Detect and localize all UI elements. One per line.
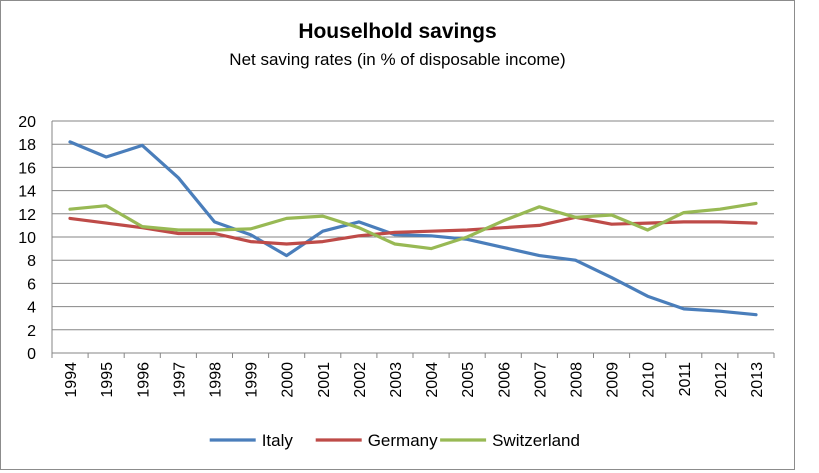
y-tick-label: 14 <box>18 184 36 201</box>
x-tick-label: 2009 <box>605 362 622 398</box>
x-tick-label: 1999 <box>244 362 261 398</box>
y-tick-label: 18 <box>18 137 36 154</box>
y-tick-label: 0 <box>27 346 36 363</box>
series-line-italy <box>68 140 758 317</box>
y-tick-label: 6 <box>27 276 36 293</box>
y-tick-label: 8 <box>27 253 36 270</box>
x-tick-label: 2003 <box>388 362 405 398</box>
x-tick-label: 2004 <box>424 362 441 398</box>
y-tick-label: 10 <box>18 230 36 247</box>
x-tick-label: 2005 <box>460 362 477 398</box>
chart-title: Houselhold savings <box>298 20 497 43</box>
x-tick-label: 1998 <box>207 362 224 398</box>
x-tick-label: 1996 <box>135 362 152 398</box>
legend-label-italy: Italy <box>262 431 294 450</box>
x-tick-label: 2008 <box>568 362 585 398</box>
x-tick-label: 2013 <box>749 362 766 398</box>
y-tick-label: 16 <box>18 160 36 177</box>
legend-label-switzerland: Switzerland <box>492 431 580 450</box>
x-tick-label: 1995 <box>99 362 116 398</box>
x-tick-label: 2000 <box>280 362 297 398</box>
x-tick-label: 2001 <box>316 362 333 398</box>
x-tick-label: 2006 <box>496 362 513 398</box>
x-tick-label: 2010 <box>641 362 658 398</box>
x-tick-label: 2002 <box>352 362 369 398</box>
series-line-switzerland <box>68 201 758 251</box>
legend-label-germany: Germany <box>368 431 438 450</box>
series-line-germany <box>68 215 758 246</box>
x-tick-label: 2011 <box>677 362 694 397</box>
x-tick-label: 2007 <box>532 362 549 398</box>
chart-subtitle: Net saving rates (in % of disposable inc… <box>229 50 566 69</box>
y-tick-label: 4 <box>27 300 36 317</box>
x-tick-label: 1997 <box>171 362 188 398</box>
y-tick-label: 12 <box>18 207 36 224</box>
x-tick-label: 1994 <box>63 362 80 398</box>
y-tick-label: 20 <box>18 114 36 131</box>
x-tick-label: 2012 <box>713 362 730 398</box>
y-tick-label: 2 <box>27 323 36 340</box>
